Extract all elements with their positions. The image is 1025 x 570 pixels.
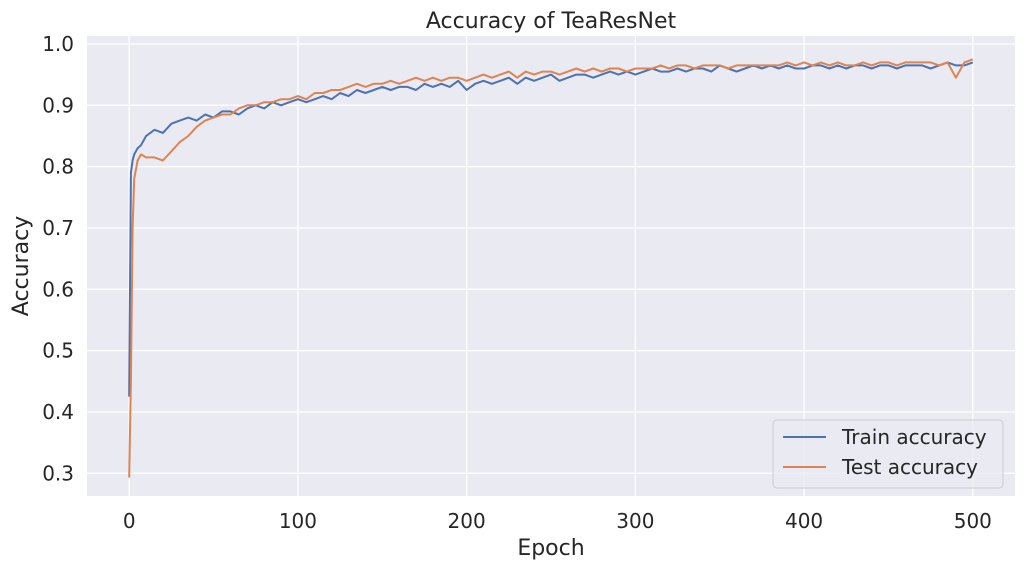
y-tick-label: 0.5 [42,339,74,363]
legend-label-test: Test accuracy [841,455,978,479]
x-tick-label: 400 [785,509,823,533]
legend-box [772,419,1004,489]
train-accuracy-line [128,61,974,397]
x-tick-label: 200 [448,509,486,533]
series-lines [128,58,974,478]
y-tick-label: 0.3 [42,461,74,485]
y-tick-label: 1.0 [42,32,74,56]
chart-title: Accuracy of TeaResNet [426,9,677,34]
x-axis-label: Epoch [517,536,584,561]
test-accuracy-line [128,58,974,478]
y-tick-label: 0.4 [42,400,74,424]
y-tick-labels: 0.3 0.4 0.5 0.6 0.7 0.8 0.9 1.0 [42,32,74,485]
legend-label-train: Train accuracy [841,425,987,449]
legend: Train accuracy Test accuracy [772,419,1004,489]
y-tick-label: 0.8 [42,155,74,179]
y-axis-label: Accuracy [9,216,34,316]
x-tick-label: 100 [279,509,317,533]
y-tick-label: 0.7 [42,216,74,240]
x-tick-label: 300 [616,509,654,533]
x-tick-label: 0 [123,509,136,533]
y-tick-label: 0.6 [42,277,74,301]
x-tick-label: 500 [954,509,992,533]
x-tick-labels: 0 100 200 300 400 500 [123,509,992,533]
y-tick-label: 0.9 [42,93,74,117]
